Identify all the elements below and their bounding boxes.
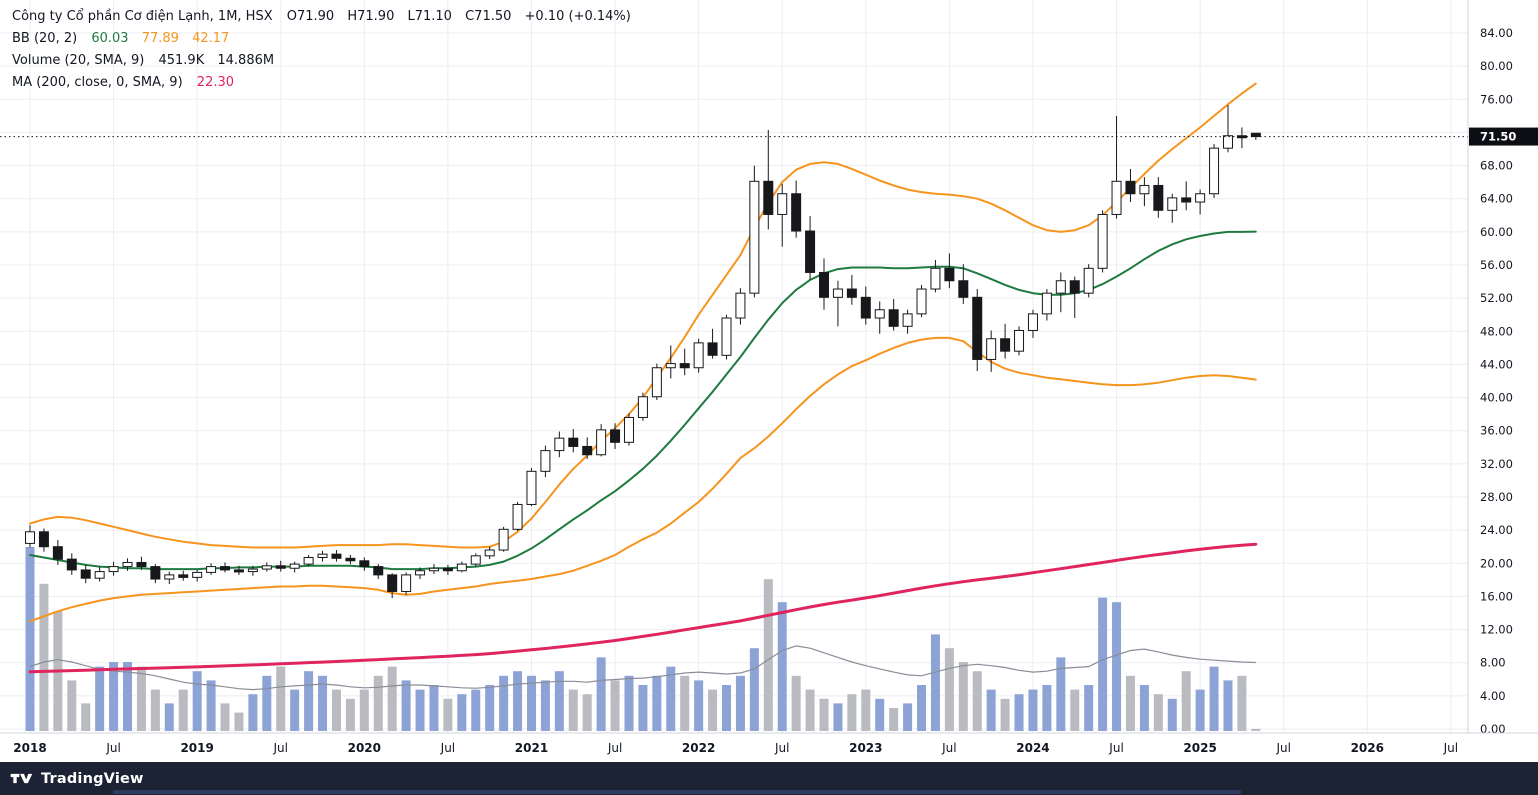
bb-upper-band-line [29,82,1257,549]
price-tick-label: 64.00 [1480,192,1513,206]
price-tick-label: 60.00 [1480,225,1513,239]
price-tick-label: 76.00 [1480,92,1513,106]
year-tick-label: 2022 [682,741,715,755]
month-tick-label: Jul [774,741,789,755]
price-tick-label: 16.00 [1480,589,1513,603]
legend-ma-row[interactable]: MA (200, close, 0, SMA, 9) 22.30 [12,72,631,94]
year-tick-label: 2023 [849,741,882,755]
year-tick-label: 2019 [180,741,213,755]
price-tick-label: 0.00 [1480,722,1506,736]
tradingview-logo-link[interactable]: TradingView [0,771,144,787]
year-tick-label: 2025 [1183,741,1216,755]
volume-sma-value: 14.886M [217,53,275,68]
price-change: +0.10 (+0.14%) [524,9,631,24]
tradingview-brand-text: TradingView [41,770,144,787]
price-tick-label: 40.00 [1480,391,1513,405]
month-tick-label: Jul [272,741,287,755]
bb-label[interactable]: BB (20, 2) [12,31,78,46]
month-tick-label: Jul [941,741,956,755]
month-tick-label: Jul [1275,741,1290,755]
month-tick-label: Jul [1443,741,1458,755]
price-tick-label: 80.00 [1480,59,1513,73]
ohlc-high: H71.90 [347,9,395,24]
last-price-tag [1469,127,1538,146]
price-chart[interactable]: 0.00 4.00 8.00 12.00 16.00 20.00 24.00 28.00 32.… [0,0,1538,762]
price-tick-label: 52.00 [1480,291,1513,305]
price-axis[interactable]: 0.00 4.00 8.00 12.00 16.00 20.00 24.00 28.00 32.… [1467,0,1538,736]
legend-volume-row[interactable]: Volume (20, SMA, 9) 451.9K 14.886M [12,50,631,72]
month-tick-label: Jul [440,741,455,755]
ohlc-close: C71.50 [465,9,512,24]
tradingview-logo-icon [10,773,33,784]
ohlc-open: O71.90 [286,9,335,24]
price-tick-label: 48.00 [1480,324,1513,338]
symbol-title[interactable]: Công ty Cổ phần Cơ điện Lạnh, 1M, HSX [12,9,273,24]
legend-symbol-row[interactable]: Công ty Cổ phần Cơ điện Lạnh, 1M, HSX O7… [12,6,631,28]
price-tick-label: 24.00 [1480,523,1513,537]
ma-label[interactable]: MA (200, close, 0, SMA, 9) [12,75,183,90]
year-tick-label: 2018 [13,741,46,755]
year-tick-label: 2026 [1351,741,1384,755]
last-price-tag-text: 71.50 [1480,130,1516,144]
price-tick-label: 36.00 [1480,424,1513,438]
legend-bb-row[interactable]: BB (20, 2) 60.03 77.89 42.17 [12,28,631,50]
bb-lower-band-line [29,336,1257,623]
bb-upper-value: 77.89 [141,31,179,46]
price-tick-label: 20.00 [1480,556,1513,570]
bb-lower-value: 42.17 [192,31,230,46]
price-tick-label: 84.00 [1480,26,1513,40]
ma-value: 22.30 [196,75,235,90]
price-tick-label: 32.00 [1480,457,1513,471]
time-axis[interactable]: 2018 Jul 2019 Jul 2020 Jul 2021 Jul 2022 Jul 2023 J… [0,732,1538,755]
volume-value: 451.9K [158,53,205,68]
price-tick-label: 68.00 [1480,159,1513,173]
ma-200-line [28,542,1258,674]
price-tick-label: 56.00 [1480,258,1513,272]
indicator-legend: Công ty Cổ phần Cơ điện Lạnh, 1M, HSX O7… [12,6,631,94]
volume-sma-line [29,645,1256,691]
footer-bar: TradingView [0,762,1538,795]
volume-label[interactable]: Volume (20, SMA, 9) [12,53,145,68]
price-tick-label: 28.00 [1480,490,1513,504]
candles [25,105,1261,599]
price-tick-label: 44.00 [1480,357,1513,371]
year-tick-label: 2021 [515,741,548,755]
year-tick-label: 2020 [348,741,381,755]
price-tick-label: 8.00 [1480,656,1506,670]
month-tick-label: Jul [1108,741,1123,755]
price-tick-label: 4.00 [1480,689,1506,703]
ohlc-low: L71.10 [407,9,452,24]
bb-basis-value: 60.03 [91,31,129,46]
horizontal-scrollbar[interactable] [113,790,1241,794]
month-tick-label: Jul [105,741,120,755]
year-tick-label: 2024 [1016,741,1049,755]
month-tick-label: Jul [607,741,622,755]
price-tick-label: 12.00 [1480,623,1513,637]
